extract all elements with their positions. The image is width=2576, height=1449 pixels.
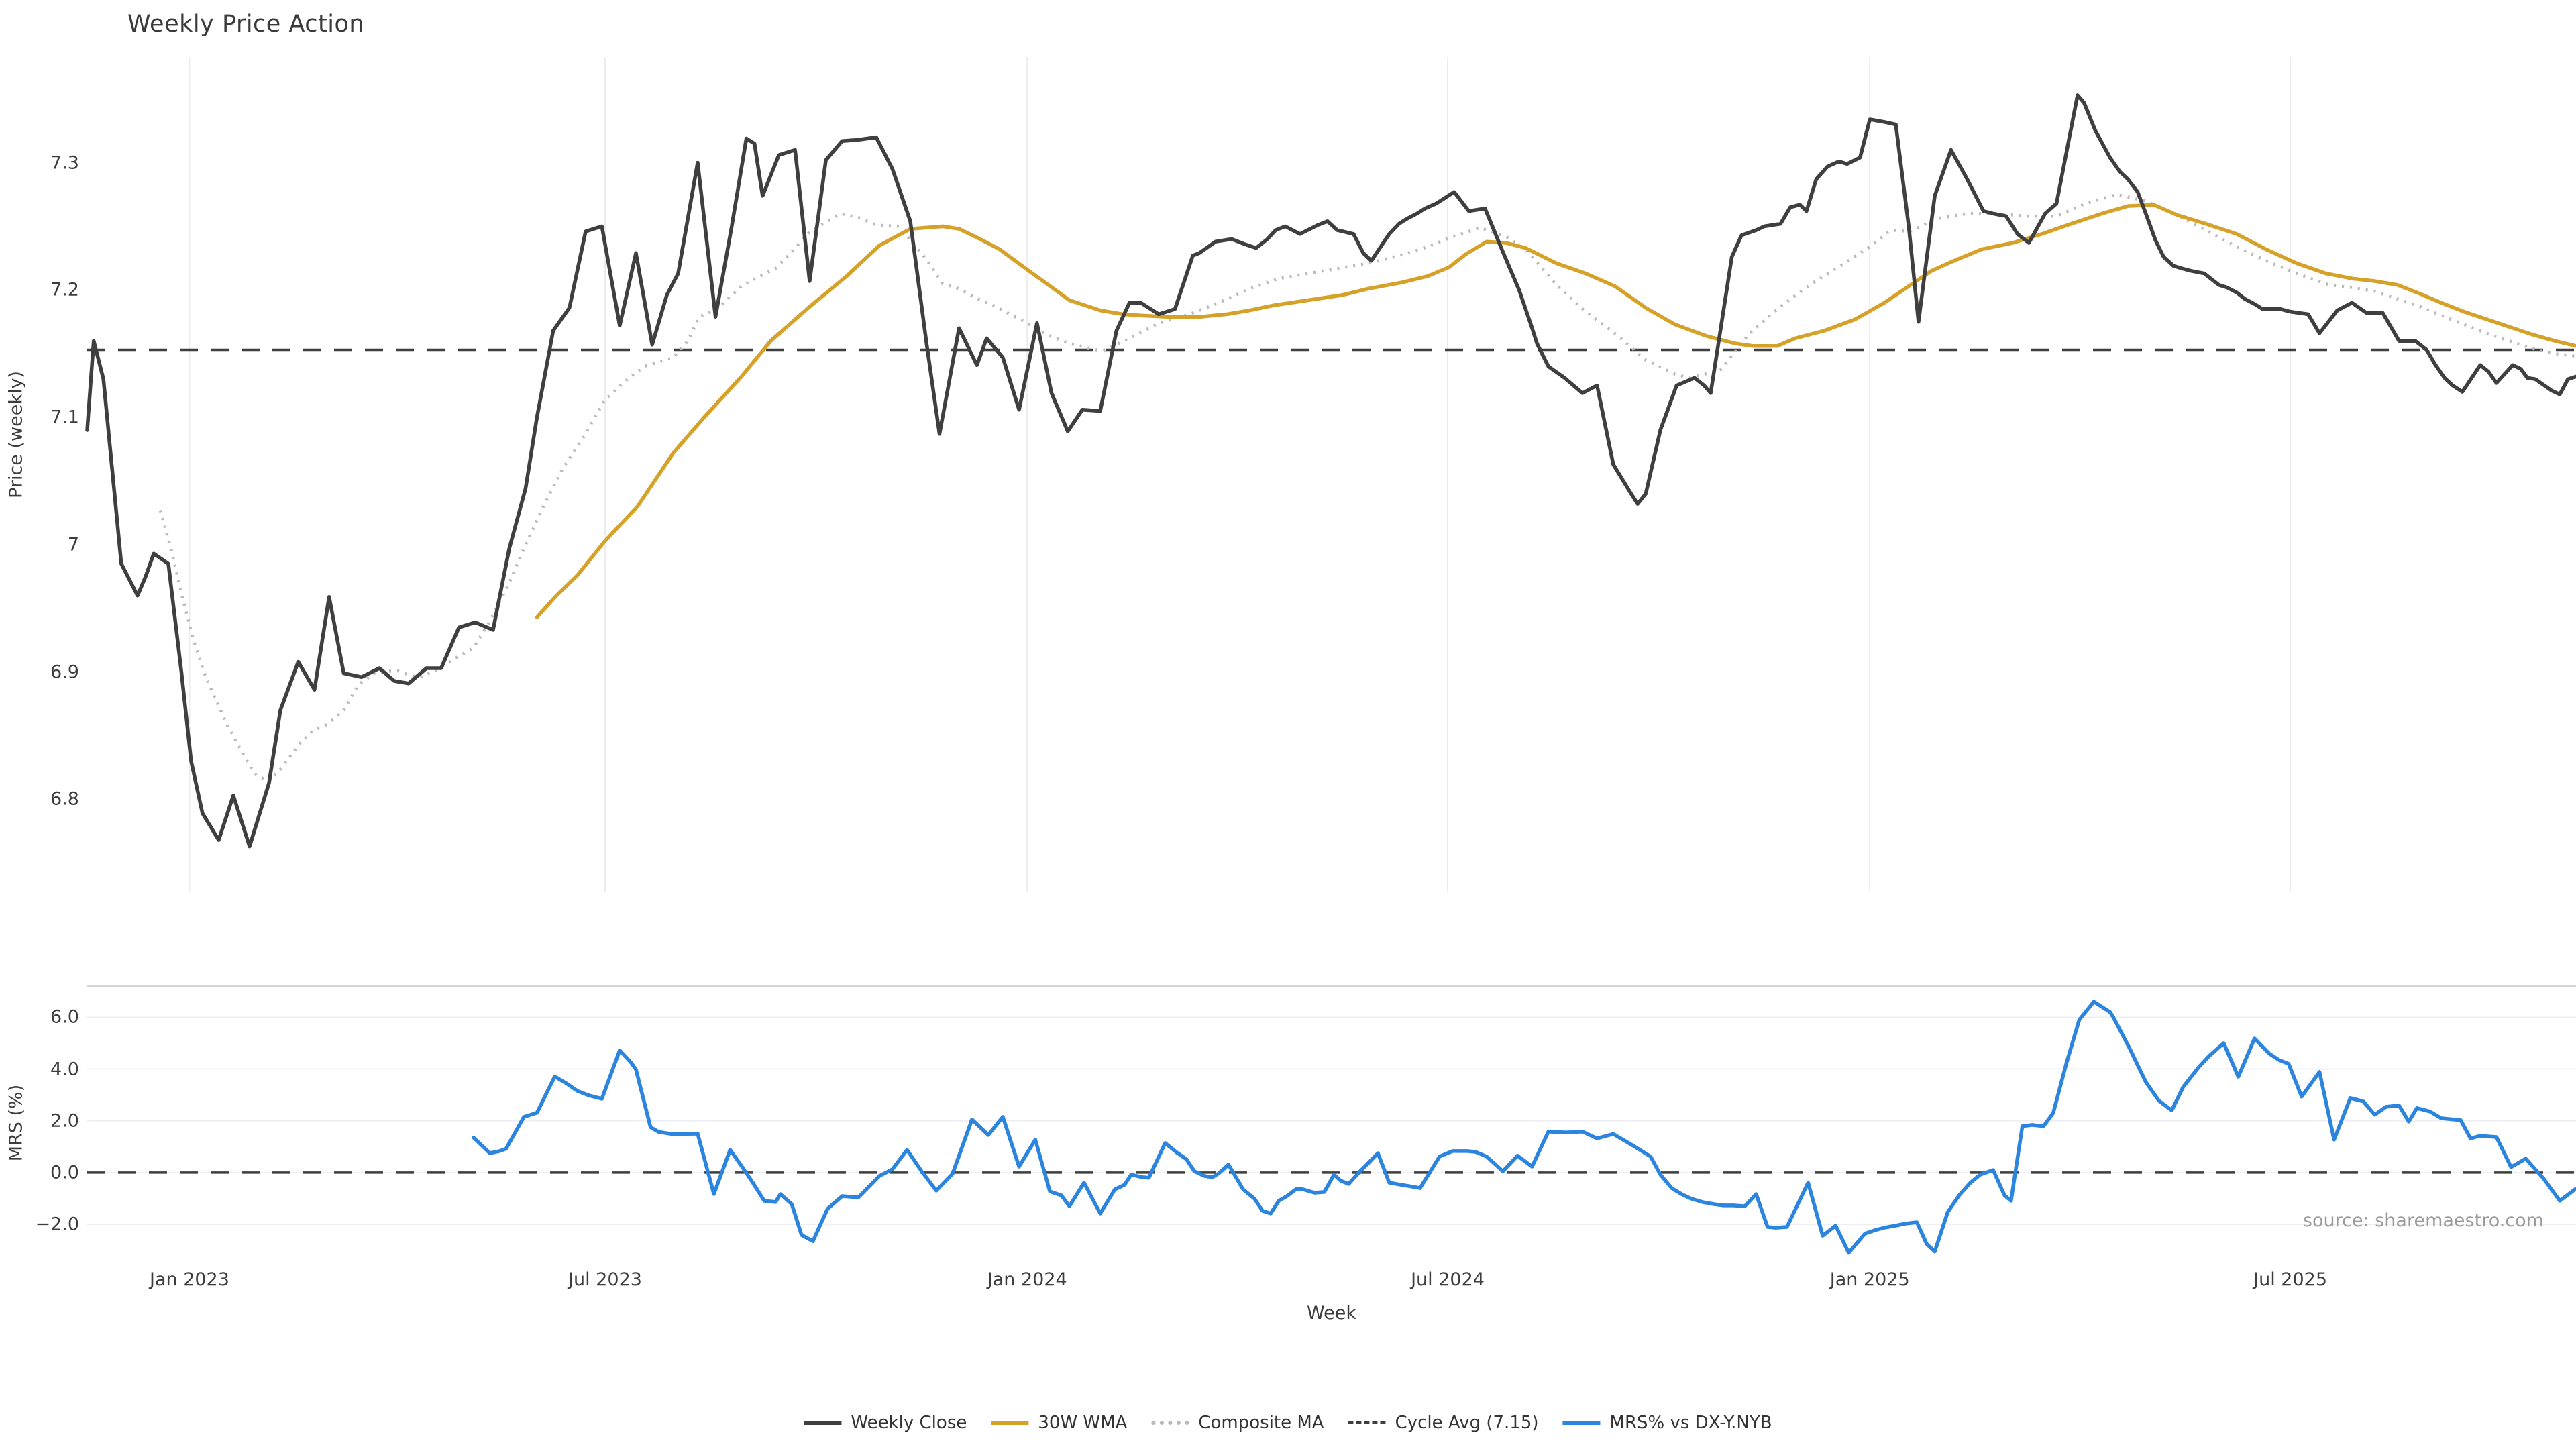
legend-label: Composite MA — [1198, 1413, 1324, 1433]
mrs-tick-label: 0.0 — [50, 1162, 79, 1183]
week-tick-label: Jan 2025 — [1829, 1269, 1910, 1290]
chart-legend: Weekly Close 30W WMA Composite MA Cycle Avg… — [804, 1413, 1772, 1433]
price-axis-title: Price (weekly) — [5, 370, 27, 498]
mrs-line — [472, 1000, 2576, 1255]
mrs-tick-label: 2.0 — [50, 1110, 79, 1132]
solid-line-swatch-icon — [991, 1421, 1029, 1425]
legend-label: 30W WMA — [1038, 1413, 1128, 1433]
price-tick-label: 7.1 — [50, 407, 79, 428]
chart-title: Weekly Price Action — [127, 11, 365, 38]
week-tick-label: Jul 2025 — [2253, 1269, 2327, 1290]
week-tick-label: Jul 2023 — [568, 1269, 642, 1290]
week-tick-label: Jul 2024 — [1411, 1269, 1485, 1290]
legend-item-cycle-avg-7-15-: Cycle Avg (7.15) — [1348, 1413, 1539, 1433]
mrs-tick-label: −2.0 — [35, 1214, 79, 1235]
dashed-line-swatch-icon — [1348, 1421, 1386, 1424]
mrs-tick-label: 4.0 — [50, 1059, 79, 1080]
solid-line-swatch-icon — [1562, 1421, 1601, 1425]
wma-30w-line — [535, 203, 2576, 619]
dotted-line-swatch-icon — [1151, 1421, 1189, 1425]
composite-ma-line — [158, 193, 2576, 784]
weekly-close-line — [85, 93, 2576, 849]
legend-item-composite-ma: Composite MA — [1151, 1413, 1324, 1433]
legend-label: Weekly Close — [851, 1413, 967, 1433]
week-axis-title: Week — [1307, 1303, 1356, 1324]
week-tick-label: Jan 2024 — [987, 1269, 1067, 1290]
week-tick-label: Jan 2023 — [149, 1269, 229, 1290]
legend-item-weekly-close: Weekly Close — [804, 1413, 967, 1433]
legend-item-30w-wma: 30W WMA — [991, 1413, 1127, 1433]
legend-label: Cycle Avg (7.15) — [1395, 1413, 1539, 1433]
mrs-axis-title: MRS (%) — [5, 1084, 27, 1162]
legend-label: MRS% vs DX-Y.NYB — [1609, 1413, 1772, 1433]
solid-line-swatch-icon — [804, 1421, 842, 1425]
price-tick-label: 6.8 — [50, 788, 79, 810]
price-tick-label: 7 — [67, 534, 79, 555]
price-tick-label: 7.2 — [50, 279, 79, 301]
price-tick-label: 7.3 — [50, 152, 79, 174]
source-attribution: source: sharemaestro.com — [2302, 1210, 2544, 1231]
legend-item-mrs-vs-dx-y-nyb: MRS% vs DX-Y.NYB — [1562, 1413, 1772, 1433]
price-tick-label: 6.9 — [50, 661, 79, 683]
mrs-tick-label: 6.0 — [50, 1006, 79, 1028]
